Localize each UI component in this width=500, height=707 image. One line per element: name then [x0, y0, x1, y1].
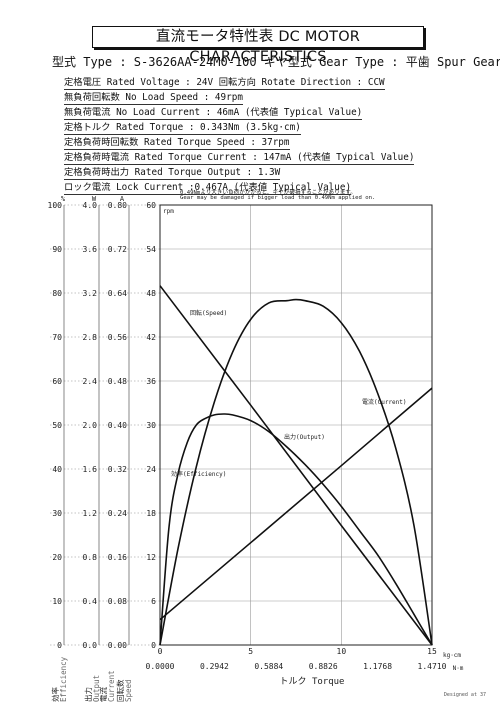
spd-tick-label: 60 [146, 201, 156, 210]
eff-tick-label: 30 [52, 509, 62, 518]
out-series-line [159, 298, 433, 646]
spec-rated-voltage: 定格電圧 Rated Voltage : 24V 回転方向 Rotate Dir… [64, 74, 385, 90]
cur-axis-title: 電流 [98, 687, 108, 702]
x-secondary-tick-label: 0.5884 [254, 662, 283, 671]
out-tick-label: 0.8 [83, 553, 98, 562]
out-unit: W [92, 195, 97, 203]
gear-warning-jp: 0.49Nmより大きい負荷がかかると、ギヤが破損することがあります。 [180, 190, 356, 196]
cur-tick-label: 0.24 [108, 509, 127, 518]
x-tick-label: 5 [248, 647, 253, 656]
spd-axis-title: 回転数 [115, 679, 125, 702]
x-unit: kg·cm [443, 652, 461, 659]
x-secondary-tick-label: 0.0000 [146, 662, 175, 671]
eff-series-label: 効率(Efficiency) [171, 470, 226, 478]
eff-axis-title: Efficiency [59, 656, 68, 702]
eff-axis-title: 効率 [50, 687, 60, 702]
eff-tick-label: 90 [52, 245, 62, 254]
x-axis-title: トルク Torque [280, 676, 345, 687]
spec-rated-torque-current: 定格負荷時電流 Rated Torque Current : 147mA (代表… [64, 149, 415, 165]
spd-tick-label: 54 [146, 245, 156, 254]
spec-no-load-current: 無負荷電流 No Load Current : 46mA (代表値 Typica… [64, 104, 363, 120]
x-secondary-tick-label: 0.8826 [309, 662, 338, 671]
spd-tick-label: 30 [146, 421, 156, 430]
x-secondary-tick-label: 1.4710 [418, 662, 447, 671]
spd-series-line [159, 285, 433, 646]
out-tick-label: 2.0 [83, 421, 98, 430]
eff-tick-label: 80 [52, 289, 62, 298]
spec-no-load-speed: 無負荷回転数 No Load Speed : 49rpm [64, 89, 243, 105]
cur-tick-label: 0.00 [108, 641, 127, 650]
gear-warning-en: Gear may be damaged if bigger load than … [180, 195, 376, 201]
chart-title: 直流モータ特性表 DC MOTOR CHARACTERISTICS [92, 26, 424, 65]
out-tick-label: 4.0 [83, 201, 98, 210]
model-line: 型式 Type : S-3626AA-24M0-100 ギヤ型式 Gear Ty… [52, 55, 500, 69]
eff-tick-label: 60 [52, 377, 62, 386]
out-tick-label: 3.6 [83, 245, 98, 254]
spd-tick-label: 42 [146, 333, 156, 342]
eff-series-line [159, 413, 433, 646]
x-tick-label: 15 [427, 647, 437, 656]
cur-tick-label: 0.72 [108, 245, 127, 254]
out-tick-label: 0.0 [83, 641, 98, 650]
x-secondary-tick-label: 1.1768 [363, 662, 392, 671]
out-tick-label: 2.4 [83, 377, 98, 386]
spd-tick-label: 36 [146, 377, 156, 386]
out-axis-title: Output [92, 675, 101, 702]
cur-tick-label: 0.48 [108, 377, 127, 386]
plot-frame [159, 204, 433, 646]
x-tick-label: 0 [158, 647, 163, 656]
spd-tick-label: 24 [146, 465, 156, 474]
x-secondary-tick-label: 0.2942 [200, 662, 229, 671]
spec-rated-torque-output: 定格負荷時出力 Rated Torque Output : 1.3W [64, 164, 281, 180]
out-tick-label: 1.2 [83, 509, 98, 518]
eff-tick-label: 70 [52, 333, 62, 342]
spd-tick-label: 12 [146, 553, 156, 562]
cur-tick-label: 0.32 [108, 465, 127, 474]
spec-rated-torque: 定格トルク Rated Torque : 0.343Nm (3.5kg·cm) [64, 119, 301, 135]
cur-tick-label: 0.56 [108, 333, 127, 342]
out-tick-label: 2.8 [83, 333, 98, 342]
out-axis-title: 出力 [83, 687, 93, 702]
eff-tick-label: 40 [52, 465, 62, 474]
eff-unit: % [61, 195, 66, 203]
cur-tick-label: 0.64 [108, 289, 127, 298]
eff-tick-label: 100 [48, 201, 63, 210]
spec-lock-current: ロック電流 Lock Current :0.467A (代表値 Typical … [64, 179, 352, 195]
spec-rated-torque-speed: 定格負荷時回転数 Rated Torque Speed : 37rpm [64, 134, 290, 150]
credit-text: Designed at 37 [443, 692, 486, 698]
out-tick-label: 1.6 [83, 465, 98, 474]
spd-series-label: 回転(Speed) [190, 309, 227, 317]
out-series-label: 出力(Output) [284, 433, 325, 441]
cur-series-line [159, 387, 433, 621]
cur-unit: A [120, 195, 125, 203]
cur-series-label: 電流(Current) [362, 398, 407, 406]
spd-tick-label: 48 [146, 289, 156, 298]
eff-tick-label: 50 [52, 421, 62, 430]
x-tick-label: 10 [337, 647, 347, 656]
out-tick-label: 3.2 [83, 289, 98, 298]
spd-tick-label: 18 [146, 509, 156, 518]
cur-tick-label: 0.16 [108, 553, 127, 562]
spd-tick-label: 0 [151, 641, 156, 650]
eff-tick-label: 20 [52, 553, 62, 562]
cur-tick-label: 0.08 [108, 597, 127, 606]
eff-tick-label: 10 [52, 597, 62, 606]
x-secondary-unit: N·m [453, 665, 464, 672]
spd-unit: rpm [163, 208, 174, 215]
cur-tick-label: 0.80 [108, 201, 127, 210]
eff-tick-label: 0 [57, 641, 62, 650]
spd-tick-label: 6 [151, 597, 156, 606]
cur-axis-title: Current [107, 670, 116, 702]
out-tick-label: 0.4 [83, 597, 98, 606]
spd-axis-title: Speed [124, 679, 133, 702]
cur-tick-label: 0.40 [108, 421, 127, 430]
